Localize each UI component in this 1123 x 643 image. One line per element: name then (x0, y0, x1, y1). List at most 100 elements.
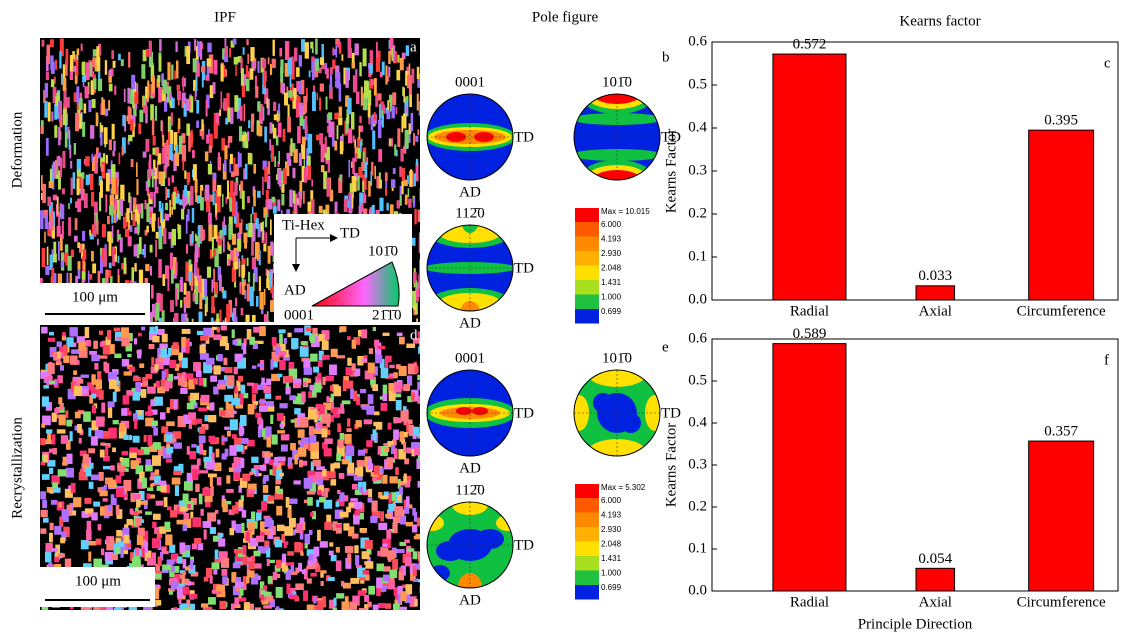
grain (55, 60, 57, 70)
grain (155, 397, 163, 406)
grain (165, 265, 169, 278)
pole-label: 101̄0 (602, 350, 632, 366)
grain (303, 96, 307, 113)
grain (243, 344, 246, 355)
grain (157, 75, 160, 82)
grain (47, 45, 50, 64)
grain (134, 338, 137, 344)
grain (53, 162, 57, 178)
grain (277, 199, 280, 211)
grain (264, 314, 268, 325)
grain (186, 215, 188, 234)
grain (204, 607, 212, 618)
legend-level: 1.431 (601, 554, 622, 563)
grain (363, 49, 367, 67)
grain (144, 200, 146, 209)
grain (107, 231, 111, 241)
bar (1029, 441, 1094, 591)
grain (265, 214, 267, 228)
legend-swatch (575, 237, 599, 252)
grain (350, 578, 359, 584)
grain (382, 394, 387, 401)
grain (299, 460, 303, 468)
grain (301, 341, 308, 345)
grain (63, 355, 69, 363)
grain (227, 180, 229, 199)
grain (226, 475, 230, 483)
grain (152, 119, 155, 135)
grain (128, 135, 132, 141)
grain (246, 532, 250, 541)
grain (169, 545, 175, 553)
grain (389, 365, 395, 368)
grain (344, 199, 348, 212)
grain (336, 560, 342, 571)
grain (307, 578, 312, 583)
grain (167, 62, 170, 80)
grain (385, 514, 391, 518)
grain (268, 246, 271, 264)
grain (340, 492, 345, 501)
grain (211, 609, 215, 615)
grain (239, 126, 242, 141)
grain (122, 115, 124, 126)
legend-level: 2.048 (601, 264, 622, 273)
grain (376, 42, 378, 58)
grain (365, 162, 368, 178)
grain (103, 345, 111, 355)
grain (388, 67, 390, 77)
pole-ad: AD (459, 184, 481, 200)
grain (178, 118, 181, 129)
grain (420, 320, 422, 332)
grain (371, 501, 377, 512)
grain (103, 498, 108, 501)
panel-letter: e (662, 339, 669, 355)
grain (394, 144, 396, 155)
grain (293, 383, 301, 388)
grain (184, 185, 187, 197)
grain (152, 336, 159, 342)
grain (417, 67, 420, 79)
legend-swatch (575, 222, 599, 237)
grain (152, 172, 154, 187)
grain (163, 228, 166, 244)
grain (40, 528, 46, 533)
grain (331, 394, 334, 401)
grain (299, 55, 302, 67)
grain (165, 187, 167, 200)
grain (263, 485, 268, 493)
grain (405, 130, 409, 148)
grain (82, 76, 86, 82)
grain (374, 465, 380, 474)
pole-td: TD (514, 405, 534, 421)
grain (282, 83, 285, 94)
grain (228, 136, 232, 143)
grain (65, 410, 68, 418)
grain (213, 569, 217, 574)
bar (773, 344, 846, 591)
grain (166, 459, 172, 463)
grain (150, 104, 154, 120)
grain (299, 196, 301, 208)
grain (231, 171, 235, 177)
grain (330, 385, 333, 391)
grain (84, 104, 87, 114)
grain (150, 484, 153, 488)
grain (176, 610, 184, 620)
grain (133, 377, 141, 382)
grain (200, 197, 204, 210)
grain (63, 64, 66, 79)
grain (358, 450, 365, 456)
grain (124, 371, 132, 375)
grain (356, 420, 362, 427)
y-tick-label: 0.6 (688, 33, 707, 49)
grain (299, 81, 302, 95)
grain (393, 46, 395, 62)
grain (368, 497, 373, 502)
grain (419, 238, 421, 253)
grain (385, 603, 391, 609)
grain (156, 501, 163, 506)
grain (200, 336, 208, 341)
grain (207, 512, 216, 521)
grain (278, 169, 282, 185)
